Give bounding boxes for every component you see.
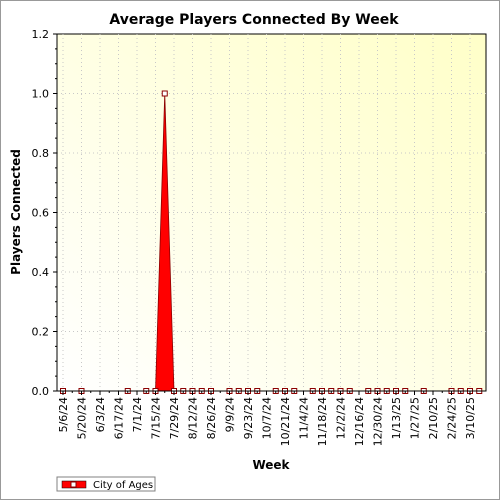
x-tick-label: 9/9/24: [224, 397, 237, 432]
x-tick-label: 2/24/25: [446, 397, 459, 439]
y-axis: 0.0 0.2 0.4 0.6 0.8 1.0 1.2: [32, 28, 58, 398]
x-tick-label: 1/13/25: [390, 397, 403, 439]
x-tick-label: 3/10/25: [464, 397, 477, 439]
y-tick-label: 0.4: [32, 266, 50, 279]
x-tick-label: 1/27/25: [409, 397, 422, 439]
x-tick-label: 12/30/24: [372, 397, 385, 446]
x-tick-label: 5/6/24: [57, 397, 70, 432]
legend-marker-icon: [70, 481, 77, 488]
x-tick-label: 7/29/24: [168, 397, 181, 439]
x-tick-label: 7/15/24: [150, 397, 163, 439]
x-tick-label: 8/26/24: [205, 397, 218, 439]
x-axis: 5/6/24 5/20/24 6/3/24 6/17/24 7/1/24 7/15/24 7…: [57, 390, 486, 446]
x-tick-label: 7/1/24: [131, 397, 144, 432]
x-tick-label: 6/3/24: [94, 397, 107, 432]
x-tick-label: 2/10/25: [427, 397, 440, 439]
legend-label-series-0: City of Ages: [93, 480, 153, 491]
x-tick-label: 5/20/24: [76, 397, 89, 439]
x-tick-label: 8/12/24: [187, 397, 200, 439]
chart-title: Average Players Connected By Week: [109, 12, 399, 28]
x-tick-label: 12/16/24: [353, 397, 366, 446]
x-tick-label: 10/21/24: [279, 397, 292, 446]
plot-area: [56, 33, 487, 392]
x-tick-label: 9/23/24: [242, 397, 255, 439]
x-tick-label: 12/2/24: [335, 397, 348, 439]
y-tick-label: 1.2: [32, 28, 50, 41]
x-tick-label: 10/7/24: [261, 397, 274, 439]
y-tick-label: 0.6: [32, 207, 50, 220]
y-tick-label: 0.8: [32, 147, 50, 160]
x-tick-label: 11/4/24: [298, 397, 311, 439]
x-axis-title: Week: [252, 458, 290, 472]
y-tick-label: 0.0: [32, 385, 50, 398]
y-tick-label: 0.2: [32, 326, 50, 339]
legend: City of Ages: [56, 476, 156, 492]
x-tick-label: 6/17/24: [113, 397, 126, 439]
y-tick-label: 1.0: [32, 88, 50, 101]
data-point-marker: [161, 90, 168, 97]
x-tick-label: 11/18/24: [316, 397, 329, 446]
y-axis-title: Players Connected: [9, 149, 23, 275]
